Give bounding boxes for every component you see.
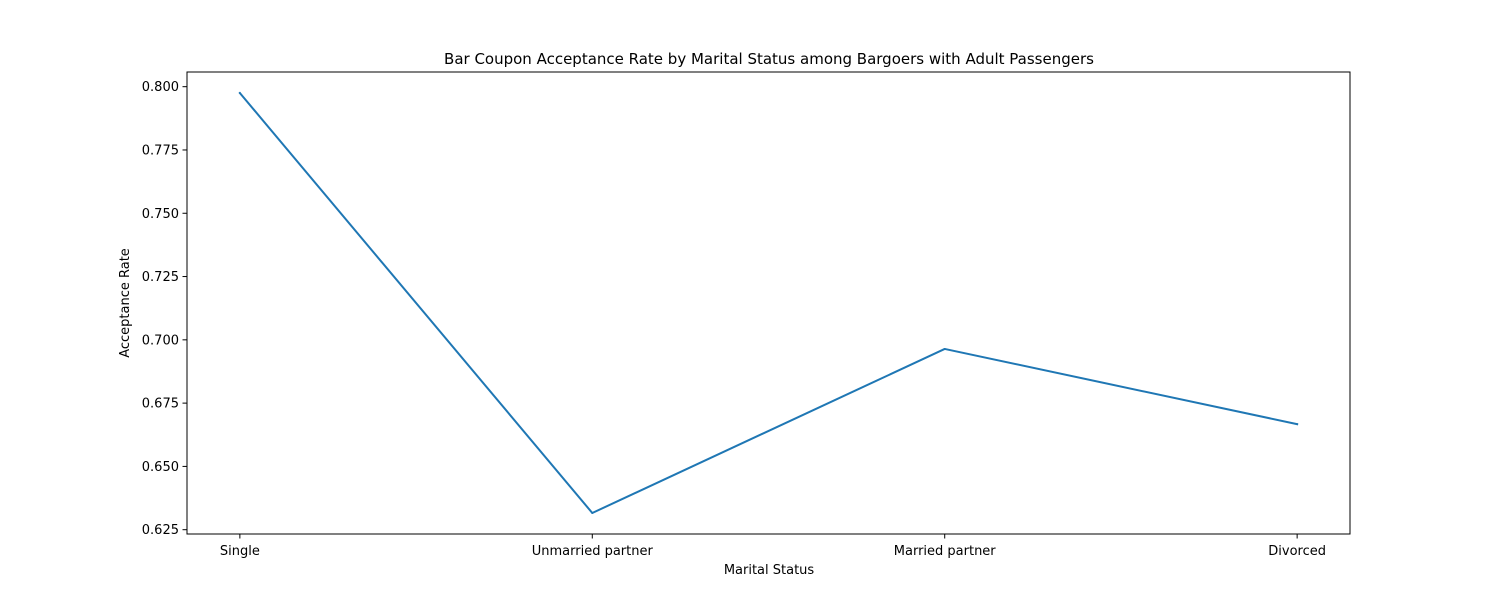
x-tick-label: Divorced [1268,544,1326,559]
y-axis-ticks: 0.625 0.650 0.675 0.700 0.725 0.750 0.775 0.800 [142,80,187,538]
y-tick-label: 0.650 [142,460,179,475]
x-tick-label: Single [220,544,260,559]
y-axis-label: Acceptance Rate [118,248,133,358]
x-axis-ticks: Single Unmarried partner Married partner Di… [220,534,1326,559]
data-point [1296,423,1299,426]
y-tick-label: 0.750 [142,207,179,222]
y-tick-label: 0.675 [142,397,179,412]
y-tick-label: 0.725 [142,270,179,285]
y-tick-label: 0.775 [142,143,179,158]
x-axis-label: Marital Status [724,563,815,578]
chart-title: Bar Coupon Acceptance Rate by Marital St… [444,50,1094,68]
x-tick-label: Unmarried partner [532,544,654,559]
y-tick-label: 0.625 [142,523,179,538]
series-layer [238,91,1299,514]
plot-area-frame [186,71,1351,535]
data-point [591,511,594,514]
series-line [238,91,1299,514]
data-point [238,92,241,95]
data-point [943,347,946,350]
y-tick-label: 0.800 [142,80,179,95]
x-tick-label: Married partner [894,544,997,559]
y-tick-label: 0.700 [142,333,179,348]
